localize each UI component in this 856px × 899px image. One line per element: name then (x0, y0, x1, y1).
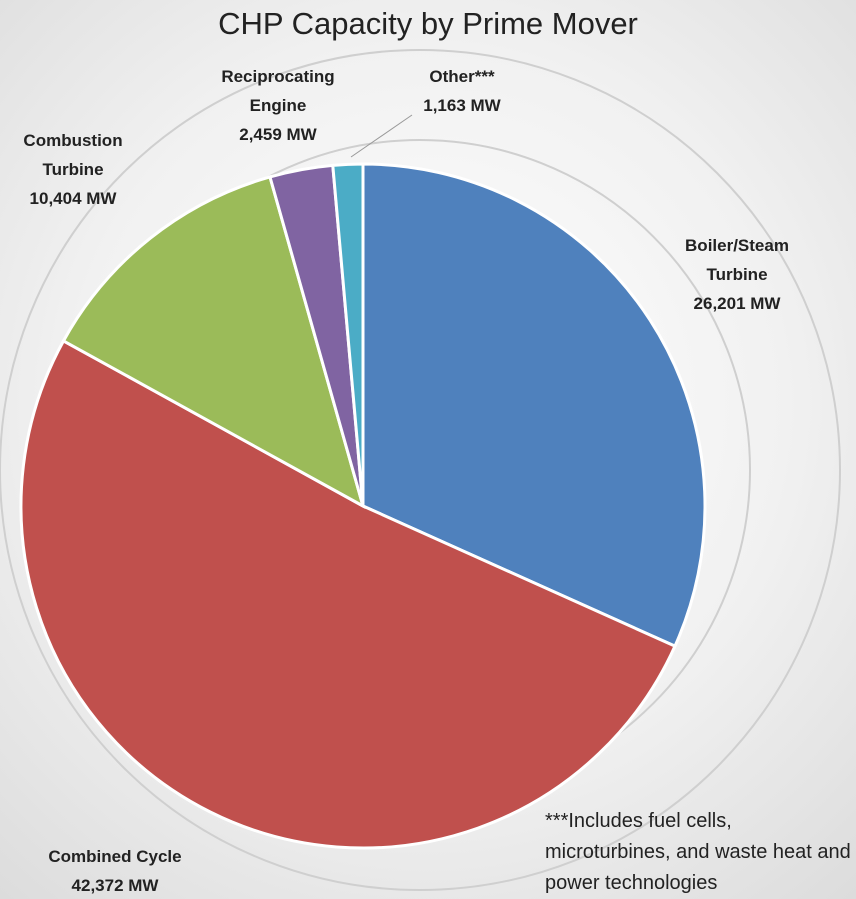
value-label: 26,201 MW (662, 289, 812, 318)
slice-label: Other***1,163 MW (402, 62, 522, 120)
category-label: Combined Cycle (5, 842, 225, 871)
leader-line (351, 115, 412, 157)
category-label: Reciprocating Engine (198, 62, 358, 120)
value-label: 1,163 MW (402, 91, 522, 120)
footnote: ***Includes fuel cells, microturbines, a… (545, 806, 856, 899)
category-label: Boiler/Steam Turbine (662, 231, 812, 289)
chart: CHP Capacity by Prime Mover ***Includes … (0, 0, 856, 899)
value-label: 2,459 MW (198, 120, 358, 149)
category-label: Combustion Turbine (3, 126, 143, 184)
value-label: 10,404 MW (3, 184, 143, 213)
value-label: 42,372 MW (5, 871, 225, 899)
category-label: Other*** (402, 62, 522, 91)
chart-title: CHP Capacity by Prime Mover (0, 6, 856, 42)
